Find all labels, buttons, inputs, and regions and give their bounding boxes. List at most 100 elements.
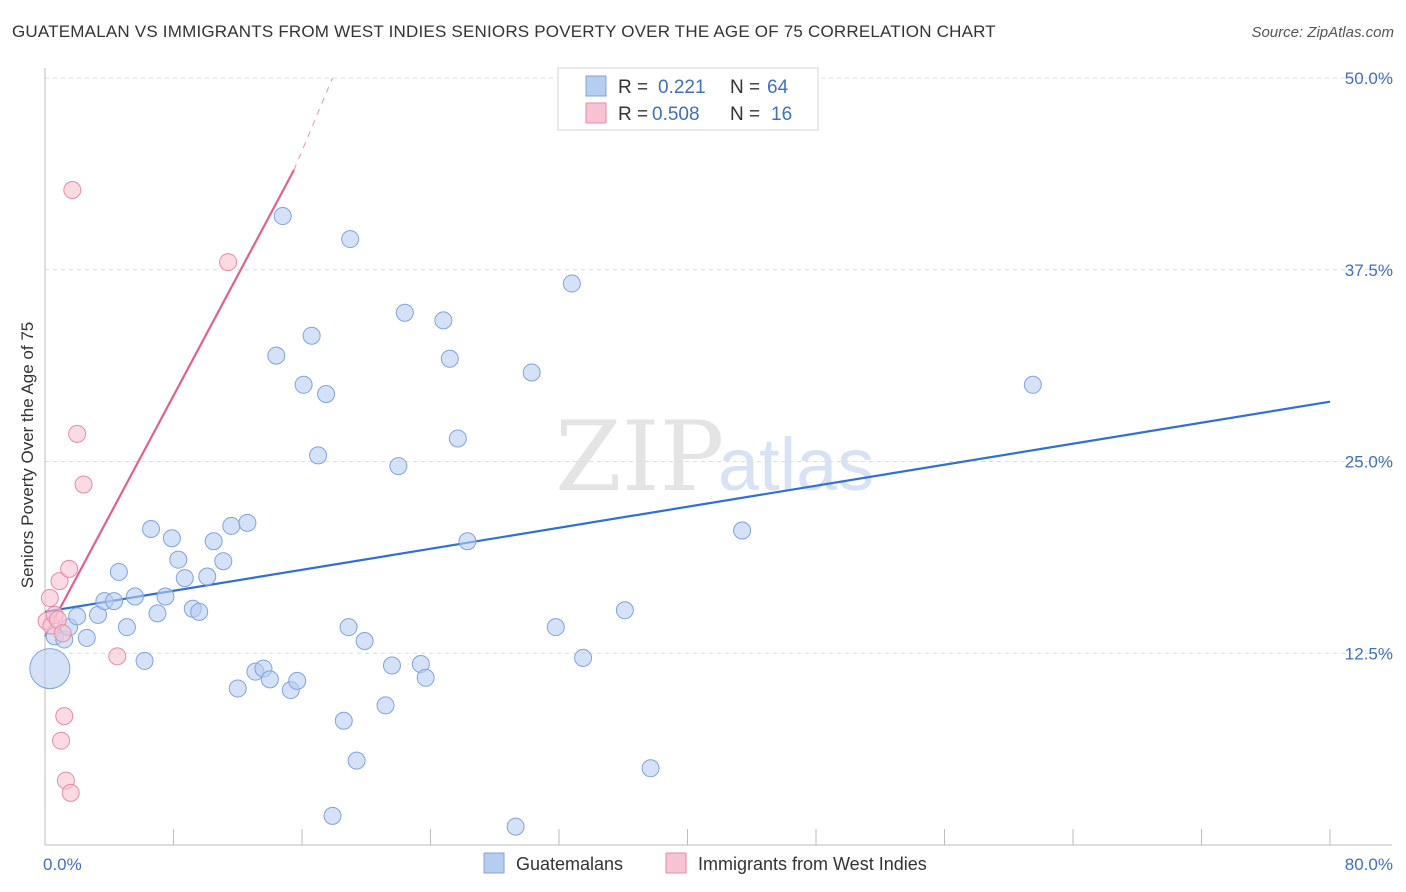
tick-labels: 12.5% 25.0% 37.5% 50.0% 0.0% 80.0%: [43, 69, 1393, 874]
point-guatemalans: [198, 567, 217, 586]
y-tick-label: 50.0%: [1345, 69, 1393, 88]
watermark-zip: ZIP: [555, 401, 724, 513]
point-guatemalans: [156, 587, 175, 606]
axes: [44, 68, 1392, 846]
legend-n-value: 64: [767, 77, 789, 98]
trend-lines: [44, 77, 1331, 637]
point-west-indies: [63, 180, 82, 199]
point-guatemalans: [68, 607, 87, 626]
point-guatemalans: [334, 711, 353, 730]
point-west-indies: [50, 572, 69, 591]
point-guatemalans: [148, 604, 167, 623]
point-guatemalans: [347, 751, 366, 770]
point-guatemalans: [169, 550, 188, 569]
point-guatemalans: [190, 602, 209, 621]
point-guatemalans: [395, 303, 414, 322]
point-west-indies: [68, 424, 87, 443]
point-guatemalans: [222, 516, 241, 535]
bottom-legend-swatch-guatemalans: [483, 852, 505, 874]
point-guatemalans: [260, 670, 279, 689]
legend-swatch-west-indies: [585, 102, 607, 124]
point-guatemalans: [162, 529, 181, 548]
point-guatemalans: [546, 618, 565, 637]
point-guatemalans: [574, 648, 593, 667]
point-west-indies: [53, 624, 72, 643]
legend-n-value: 16: [771, 104, 792, 125]
point-guatemalans: [562, 274, 581, 293]
y-tick-label: 12.5%: [1345, 644, 1393, 663]
point-guatemalans: [733, 521, 752, 540]
point-guatemalans: [1023, 375, 1042, 394]
x-tick-label-min: 0.0%: [43, 855, 82, 874]
point-guatemalans: [238, 513, 257, 532]
point-guatemalans: [273, 207, 292, 226]
point-west-indies: [55, 707, 74, 726]
bottom-legend-swatch-west-indies: [665, 852, 687, 874]
point-guatemalans: [77, 628, 96, 647]
bottom-legend: Guatemalans Immigrants from West Indies: [483, 852, 927, 874]
point-guatemalans: [641, 759, 660, 778]
point-guatemalans: [105, 592, 124, 611]
point-guatemalans: [615, 601, 634, 620]
point-guatemalans: [448, 429, 467, 448]
legend-swatch-guatemalans: [585, 75, 607, 97]
point-guatemalans: [506, 817, 525, 836]
point-west-indies: [60, 559, 79, 578]
point-guatemalans: [434, 311, 453, 330]
point-guatemalans: [267, 346, 286, 365]
point-guatemalans: [294, 375, 313, 394]
point-west-indies: [219, 253, 238, 272]
point-guatemalans: [228, 679, 247, 698]
trend-line-west-indies: [44, 169, 295, 637]
point-guatemalans: [125, 587, 144, 606]
y-tick-label: 25.0%: [1345, 453, 1393, 472]
y-axis-title: Seniors Poverty Over the Age of 75: [18, 322, 37, 588]
legend: R = 0.221 N = 64 R = 0.508 N = 16: [557, 67, 819, 131]
x-tick-label-max: 80.0%: [1345, 855, 1393, 874]
point-guatemalans: [522, 363, 541, 382]
grid-lines: [45, 77, 1392, 654]
legend-n-label: N =: [730, 104, 760, 125]
y-tick-label: 37.5%: [1345, 261, 1393, 280]
watermark-atlas: atlas: [718, 423, 874, 506]
point-guatemalans: [29, 648, 71, 690]
legend-r-value: 0.508: [652, 104, 700, 125]
point-guatemalans: [440, 349, 459, 368]
point-west-indies: [108, 647, 127, 666]
point-west-indies: [40, 589, 59, 608]
point-guatemalans: [288, 671, 307, 690]
point-guatemalans: [355, 631, 374, 650]
point-guatemalans: [458, 532, 477, 551]
point-guatemalans: [339, 618, 358, 637]
legend-r-label: R =: [618, 104, 648, 125]
point-west-indies: [52, 731, 71, 750]
point-guatemalans: [389, 457, 408, 476]
point-guatemalans: [341, 230, 360, 249]
legend-r-value: 0.221: [658, 77, 706, 98]
point-guatemalans: [135, 651, 154, 670]
point-guatemalans: [117, 618, 136, 637]
point-west-indies: [74, 475, 93, 494]
point-guatemalans: [382, 656, 401, 675]
point-guatemalans: [142, 519, 161, 538]
legend-n-label: N =: [730, 77, 760, 98]
point-guatemalans: [376, 696, 395, 715]
point-guatemalans: [309, 446, 328, 465]
point-guatemalans: [109, 562, 128, 581]
trend-line-guatemalans: [44, 400, 1331, 613]
point-guatemalans: [214, 552, 233, 571]
legend-r-label: R =: [618, 77, 648, 98]
bottom-legend-guatemalans: Guatemalans: [516, 854, 623, 874]
point-guatemalans: [204, 532, 223, 551]
point-guatemalans: [416, 668, 435, 687]
point-west-indies: [61, 783, 80, 802]
trend-line-west-indies-extension: [293, 77, 333, 171]
point-guatemalans: [317, 385, 336, 404]
point-guatemalans: [323, 806, 342, 825]
point-guatemalans: [175, 569, 194, 588]
source-label: Source: ZipAtlas.com: [1251, 24, 1394, 41]
point-guatemalans: [302, 326, 321, 345]
chart-title: GUATEMALAN VS IMMIGRANTS FROM WEST INDIE…: [12, 22, 996, 41]
bottom-legend-west-indies: Immigrants from West Indies: [698, 854, 927, 874]
